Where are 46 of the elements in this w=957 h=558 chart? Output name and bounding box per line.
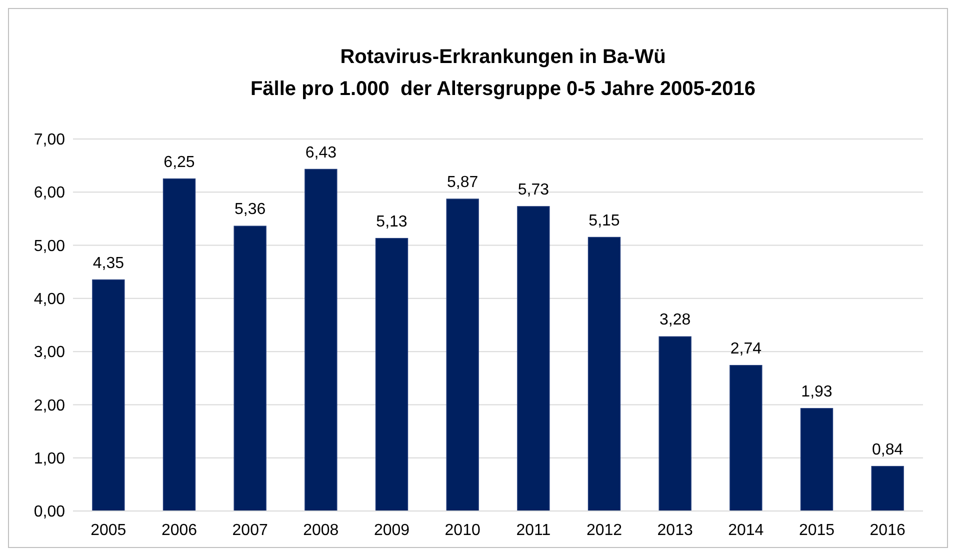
data-label: 3,28 [660, 312, 691, 329]
y-tick-label: 3,00 [34, 344, 66, 362]
data-label: 5,87 [447, 174, 478, 192]
bar [658, 336, 692, 512]
data-label: 2,74 [730, 340, 762, 358]
x-tick-label: 2011 [516, 522, 551, 539]
x-tick-label: 2013 [657, 522, 693, 539]
bar [871, 466, 904, 512]
chart-title: Rotavirus-Erkrankungen in Ba-Wü [340, 46, 666, 68]
data-label: 5,73 [518, 181, 550, 198]
x-tick-label: 2008 [303, 522, 339, 539]
y-tick-label: 0,00 [34, 504, 66, 521]
y-tick-label: 6,00 [34, 184, 66, 202]
data-label: 4,35 [92, 254, 124, 272]
x-tick-label: 2005 [90, 522, 126, 539]
data-label: 5,13 [376, 213, 408, 230]
bar [800, 408, 834, 512]
y-tick-label: 5,00 [34, 238, 66, 255]
data-label: 0,84 [872, 441, 904, 458]
y-tick-label: 1,00 [34, 450, 66, 468]
bar [588, 236, 621, 512]
bar [92, 279, 125, 512]
chart-subtitle: Fälle pro 1.000 der Altersgruppe 0-5 Jahre 2005-2016 [250, 78, 756, 100]
data-label: 1,93 [801, 383, 832, 400]
x-tick-label: 2016 [870, 522, 906, 539]
data-label: 6,43 [305, 144, 337, 162]
bar [375, 238, 408, 512]
data-label: 6,25 [164, 154, 195, 171]
bar [162, 178, 196, 512]
x-tick-label: 2006 [161, 522, 198, 539]
bar [517, 206, 550, 512]
data-label: 5,15 [588, 212, 620, 230]
x-tick-label: 2007 [232, 522, 268, 539]
x-tick-label: 2014 [728, 522, 764, 539]
bar [234, 226, 266, 512]
x-tick-label: 2010 [444, 522, 480, 539]
bar [730, 364, 762, 512]
x-tick-label: 2012 [586, 522, 622, 539]
y-tick-label: 2,00 [34, 397, 66, 414]
bar [446, 198, 479, 512]
y-tick-label: 4,00 [34, 291, 66, 308]
bar [304, 168, 338, 512]
x-tick-label: 2009 [374, 522, 410, 539]
x-tick-label: 2015 [798, 522, 835, 539]
data-label: 5,36 [234, 201, 266, 218]
y-tick-label: 7,00 [34, 132, 66, 149]
